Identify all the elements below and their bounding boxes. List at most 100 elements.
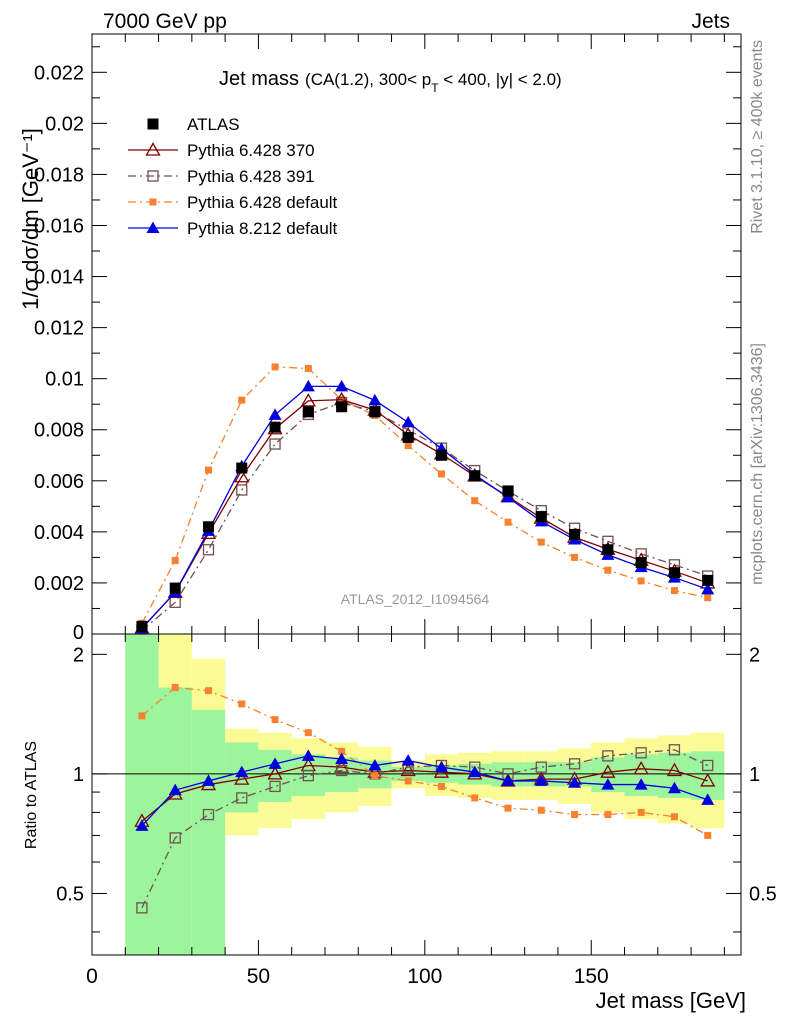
- point-p6def: [704, 594, 712, 602]
- header-right: Jets: [691, 10, 730, 33]
- ratio-point-p391: [668, 744, 681, 756]
- plot-title-sub-a: (CA(1.2), 300< p: [305, 70, 431, 89]
- ratio-point-p6def: [637, 808, 645, 816]
- point-atlas: [469, 470, 481, 482]
- ratio-point-p8def: [135, 819, 149, 831]
- ratio-y-tick-label-right: 0.5: [749, 883, 777, 905]
- ratio-point-p6def: [338, 747, 346, 755]
- analysis-watermark: ATLAS_2012_I1094564: [341, 591, 490, 607]
- ratio-point-p6def: [304, 729, 312, 737]
- main-y-tick-label: 0.01: [45, 369, 84, 391]
- x-tick-label: 150: [574, 965, 609, 988]
- ratio-point-p8def: [568, 776, 582, 788]
- series-line-p6def: [141, 366, 708, 624]
- ratio-y-tick-label-right: 2: [749, 644, 760, 666]
- point-p370: [300, 393, 316, 407]
- ratio-point-p6def: [471, 794, 479, 802]
- point-atlas: [402, 431, 414, 443]
- point-p6def: [204, 466, 212, 474]
- ratio-point-p391: [269, 780, 281, 793]
- point-atlas: [502, 485, 514, 497]
- ratio-point-p8def: [434, 760, 448, 773]
- ratio-point-p6def: [271, 716, 279, 724]
- plot-title-sub-c: < 400, |y| < 2.0): [439, 70, 562, 89]
- point-p391: [269, 438, 281, 450]
- point-p6def: [437, 470, 445, 478]
- point-atlas: [702, 574, 714, 586]
- ratio-point-p6def: [537, 806, 545, 814]
- series-line-p8def: [141, 385, 708, 629]
- band-inner-bin: [191, 709, 226, 955]
- ratio-point-p391: [136, 902, 148, 914]
- point-p8def: [301, 379, 315, 392]
- point-p6def: [238, 396, 246, 404]
- point-p391: [236, 484, 248, 496]
- ratio-point-p370: [666, 762, 683, 777]
- point-p6def: [537, 538, 545, 546]
- ratio-series-layer: [134, 684, 716, 914]
- point-p6def: [670, 587, 678, 595]
- ratio-y-axis-label: Ratio to ATLAS: [23, 741, 40, 849]
- ratio-point-p6def: [404, 777, 412, 785]
- ratio-point-p391: [535, 761, 547, 773]
- ratio-point-p391: [702, 759, 714, 772]
- ratio-point-p6def: [504, 804, 512, 812]
- ratio-point-p8def: [634, 778, 648, 790]
- legend: ATLAS Pythia 6.428 370 Pythia 6.428 391 Pyt…: [128, 115, 338, 238]
- ratio-point-p8def: [168, 783, 182, 796]
- ratio-point-p8def: [368, 758, 382, 771]
- point-p8def: [401, 415, 415, 428]
- ratio-line-p6def: [141, 686, 709, 836]
- series-line-p370: [141, 398, 708, 629]
- legend-label-atlas: ATLAS: [187, 115, 240, 134]
- ratio-point-p370: [234, 771, 250, 785]
- ratio-point-p391: [169, 832, 181, 844]
- ratio-point-p391: [635, 747, 647, 759]
- main-y-tick-label: 0.02: [45, 113, 84, 135]
- ratio-point-p6def: [704, 831, 712, 839]
- point-atlas: [369, 406, 381, 418]
- ratio-point-p391: [302, 769, 314, 782]
- main-y-tick-label: 0.008: [34, 420, 84, 442]
- ratio-y-tick-label-right: 1: [749, 764, 760, 786]
- ratio-point-p8def: [235, 765, 249, 778]
- point-p370: [234, 468, 250, 483]
- point-p8def: [501, 490, 515, 503]
- point-atlas: [602, 544, 614, 556]
- mcplots-label: mcplots.cern.ch [arXiv:1306.3436]: [749, 343, 766, 585]
- point-p8def: [335, 379, 349, 392]
- ratio-point-p391: [568, 758, 581, 770]
- point-atlas: [435, 449, 447, 461]
- point-atlas: [336, 401, 348, 413]
- main-y-tick-label-zero: 0: [73, 622, 84, 644]
- point-p6def: [171, 556, 179, 564]
- ratio-point-p391: [202, 808, 215, 821]
- point-p6def: [404, 442, 412, 450]
- point-p6def: [504, 518, 512, 526]
- legend-label-p391: Pythia 6.428 391: [187, 167, 315, 186]
- x-tick-label: 100: [407, 965, 442, 988]
- ratio-y-tick-label: 2: [73, 644, 84, 666]
- ratio-point-p370: [633, 760, 649, 775]
- point-p8def: [368, 393, 382, 406]
- ratio-point-p8def: [501, 774, 515, 786]
- ratio-point-p391: [236, 792, 248, 804]
- point-p6def: [271, 363, 279, 371]
- point-p391: [202, 544, 215, 556]
- ratio-point-p370: [400, 762, 416, 777]
- ratio-point-p370: [267, 766, 283, 780]
- ratio-point-p8def: [268, 757, 282, 769]
- ratio-point-p8def: [401, 754, 415, 766]
- band-inner-bin: [125, 634, 159, 955]
- plot-title-sub-b: T: [431, 81, 439, 95]
- legend-marker-p8def: [146, 221, 160, 233]
- ratio-point-p6def: [138, 712, 146, 720]
- legend-label-p6def: Pythia 6.428 default: [187, 193, 338, 212]
- rivet-label: Rivet 3.1.10, ≥ 400k events: [749, 40, 766, 234]
- x-tick-label: 0: [86, 965, 98, 988]
- point-atlas: [136, 620, 148, 632]
- point-atlas: [535, 511, 547, 523]
- point-p6def: [304, 364, 312, 372]
- plot-title-main: Jet mass: [219, 68, 299, 90]
- ratio-point-p6def: [437, 782, 445, 790]
